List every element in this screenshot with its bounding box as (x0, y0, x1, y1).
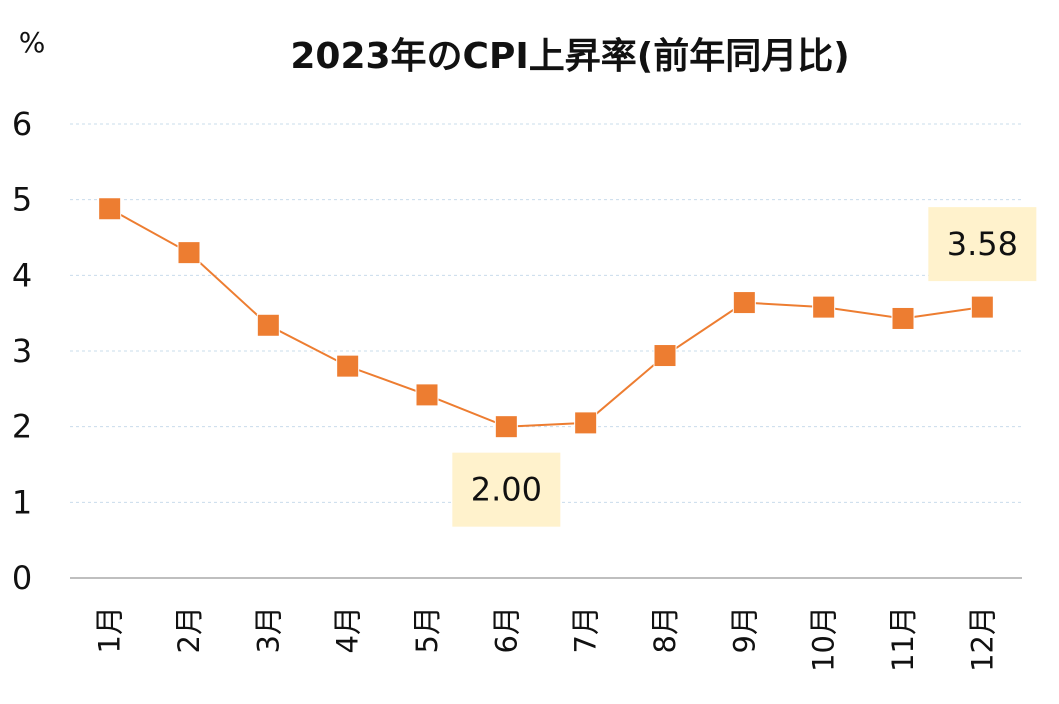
y-tick-label: 5 (12, 181, 32, 219)
data-point (812, 295, 836, 319)
data-point (653, 344, 677, 368)
data-point (891, 306, 915, 330)
x-tick-label: 6月 (489, 606, 523, 653)
chart-title: 2023年のCPI上昇率(前年同月比) (290, 36, 849, 77)
x-tick-label: 8月 (648, 606, 682, 653)
x-tick-label: 3月 (251, 606, 285, 653)
x-tick-label: 2月 (172, 606, 206, 653)
x-tick-label: 5月 (410, 606, 444, 653)
x-tick-label: 11月 (886, 606, 920, 672)
callout-box (452, 452, 561, 527)
data-point (256, 313, 280, 337)
series-line (109, 207, 983, 428)
x-tick-label: 7月 (569, 606, 603, 653)
x-tick-label: 1月 (93, 606, 127, 653)
y-tick-label: 6 (12, 105, 32, 143)
callout-box (928, 207, 1037, 282)
data-point (336, 354, 360, 378)
x-tick-label: 12月 (965, 606, 999, 672)
x-tick-label: 10月 (807, 606, 841, 672)
gridlines (70, 123, 1022, 503)
y-tick-label: 3 (12, 332, 32, 370)
y-unit-label: % (19, 26, 46, 59)
data-point (574, 411, 598, 435)
callout-label: 2.00 (471, 471, 542, 509)
y-axis-ticks: 0 1 2 3 4 5 6 (12, 105, 32, 597)
data-point (98, 197, 122, 221)
data-point (177, 241, 201, 265)
callouts: 2.00 3.58 (452, 207, 1037, 527)
x-tick-label: 4月 (331, 606, 365, 653)
data-point (415, 383, 439, 407)
data-point (732, 291, 756, 315)
data-point (970, 295, 994, 319)
series-cpi (98, 197, 994, 439)
data-point (494, 415, 518, 439)
x-axis-ticks: 1月 2月 3月 4月 5月 6月 7月 8月 9月 10月 11月 12月 (93, 606, 1000, 672)
callout-label: 3.58 (947, 225, 1018, 263)
y-tick-label: 1 (12, 483, 32, 521)
y-tick-label: 2 (12, 408, 32, 446)
x-tick-label: 9月 (727, 606, 761, 653)
y-tick-label: 0 (12, 559, 32, 597)
y-tick-label: 4 (12, 256, 32, 294)
